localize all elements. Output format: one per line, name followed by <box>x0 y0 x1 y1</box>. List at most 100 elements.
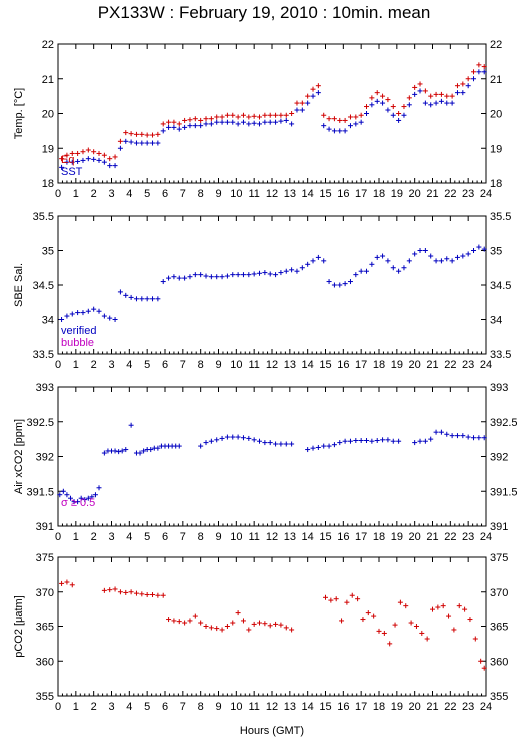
x-tick-label: 8 <box>198 531 204 543</box>
y-tick-label: 370 <box>36 587 54 599</box>
x-tick-label: 15 <box>319 531 331 543</box>
x-tick-label: 17 <box>355 701 367 713</box>
x-tick-label: 4 <box>126 701 132 713</box>
plot-frame <box>57 556 487 697</box>
panel-pco2: 0 1 2 3 4 5 6 7 8 9 10 11 12 13 14 15 16 17 18 19 20 21 22 23 24… <box>13 552 508 713</box>
x-tick-label: 6 <box>162 359 168 371</box>
x-tick-label: 13 <box>284 701 296 713</box>
y-tick-label: 392.5 <box>26 417 54 429</box>
y-tick-label-right: 22 <box>490 39 502 51</box>
panel-temp: 0 1 2 3 4 5 6 7 8 9 10 11 12 13 14 15 16 17 18 19 20 21 22 23 24… <box>13 39 502 200</box>
x-tick-label: 23 <box>462 359 474 371</box>
y-tick-label-right: 34.5 <box>490 280 511 292</box>
x-tick-label: 23 <box>462 188 474 200</box>
x-tick-label: 4 <box>126 359 132 371</box>
x-tick-label: 1 <box>73 359 79 371</box>
x-tick-label: 4 <box>126 188 132 200</box>
x-tick-label: 13 <box>284 188 296 200</box>
x-tick-label: 2 <box>91 359 97 371</box>
y-tick-label: 21 <box>42 74 54 86</box>
x-tick-label: 15 <box>319 701 331 713</box>
x-tick-label: 11 <box>248 531 259 543</box>
y-tick-label: 20 <box>42 109 54 121</box>
y-tick-label-right: 375 <box>490 552 508 564</box>
x-tick-label: 0 <box>55 188 61 200</box>
plot-frame <box>57 215 487 355</box>
y-tick-label: 35 <box>42 246 54 258</box>
x-tick-label: 14 <box>302 359 314 371</box>
x-tick-label: 5 <box>144 188 150 200</box>
legend-entry: SST <box>61 166 83 178</box>
y-tick-label: 375 <box>36 552 54 564</box>
x-tick-label: 15 <box>319 359 331 371</box>
x-tick-label: 23 <box>462 701 474 713</box>
x-tick-label: 2 <box>91 531 97 543</box>
x-tick-label: 20 <box>409 359 421 371</box>
y-axis-label: SBE Sal. <box>13 263 25 307</box>
x-tick-label: 9 <box>215 531 221 543</box>
x-tick-label: 14 <box>302 188 314 200</box>
plot-frame <box>57 386 487 527</box>
x-tick-label: 9 <box>215 701 221 713</box>
x-tick-label: 12 <box>266 359 278 371</box>
x-tick-label: 16 <box>337 188 349 200</box>
y-tick-label: 360 <box>36 656 54 668</box>
x-tick-label: 5 <box>144 359 150 371</box>
y-tick-label-right: 391 <box>490 521 508 533</box>
x-tick-label: 21 <box>426 701 438 713</box>
y-tick-label-right: 18 <box>490 178 502 190</box>
x-tick-label: 14 <box>302 531 314 543</box>
x-tick-label: 19 <box>391 188 403 200</box>
x-tick-label: 2 <box>91 701 97 713</box>
x-tick-label: 6 <box>162 701 168 713</box>
y-tick-label-right: 33.5 <box>490 349 511 361</box>
y-tick-label-right: 360 <box>490 656 508 668</box>
x-tick-label: 12 <box>266 701 278 713</box>
x-tick-label: 2 <box>91 188 97 200</box>
x-tick-label: 0 <box>55 359 61 371</box>
y-tick-label-right: 391.5 <box>490 486 518 498</box>
y-tick-label: 392 <box>36 452 54 464</box>
x-tick-label: 5 <box>144 701 150 713</box>
y-axis-label: Air xCO2 [ppm] <box>13 419 25 494</box>
x-tick-label: 24 <box>480 359 492 371</box>
y-tick-label-right: 355 <box>490 691 508 703</box>
x-tick-label: 22 <box>444 188 456 200</box>
legend-entry: bubble <box>61 337 94 349</box>
x-tick-label: 3 <box>108 701 114 713</box>
x-tick-label: 17 <box>355 359 367 371</box>
x-tick-label: 5 <box>144 531 150 543</box>
x-tick-label: 11 <box>248 188 259 200</box>
x-tick-label: 13 <box>284 531 296 543</box>
x-tick-label: 9 <box>215 359 221 371</box>
x-tick-label: 8 <box>198 188 204 200</box>
y-tick-label-right: 21 <box>490 74 502 86</box>
chart-panels: 0 1 2 3 4 5 6 7 8 9 10 11 12 13 14 15 16 17 18 19 20 21 22 23 24… <box>13 39 518 713</box>
x-tick-label: 17 <box>355 531 367 543</box>
x-tick-label: 11 <box>248 701 259 713</box>
x-tick-label: 18 <box>373 359 385 371</box>
x-tick-label: 19 <box>391 701 403 713</box>
x-tick-label: 3 <box>108 188 114 200</box>
x-tick-label: 21 <box>426 188 438 200</box>
x-tick-label: 21 <box>426 359 438 371</box>
x-tick-label: 3 <box>108 359 114 371</box>
x-tick-label: 22 <box>444 701 456 713</box>
x-tick-label: 6 <box>162 188 168 200</box>
x-tick-label: 1 <box>73 701 79 713</box>
panel-sal: 0 1 2 3 4 5 6 7 8 9 10 11 12 13 14 15 16 17 18 19 20 21 22 23 24… <box>13 211 511 371</box>
plot-frame <box>57 43 487 184</box>
y-tick-label: 19 <box>42 143 54 155</box>
x-tick-label: 7 <box>180 531 186 543</box>
x-tick-label: 0 <box>55 701 61 713</box>
y-tick-label: 35.5 <box>33 211 54 223</box>
x-tick-label: 8 <box>198 359 204 371</box>
x-tick-label: 0 <box>55 531 61 543</box>
x-tick-label: 24 <box>480 701 492 713</box>
x-tick-label: 10 <box>230 531 242 543</box>
x-axis-label: Hours (GMT) <box>240 725 304 737</box>
y-tick-label: 391.5 <box>26 486 54 498</box>
y-tick-label: 22 <box>42 39 54 51</box>
y-tick-label-right: 35.5 <box>490 211 511 223</box>
